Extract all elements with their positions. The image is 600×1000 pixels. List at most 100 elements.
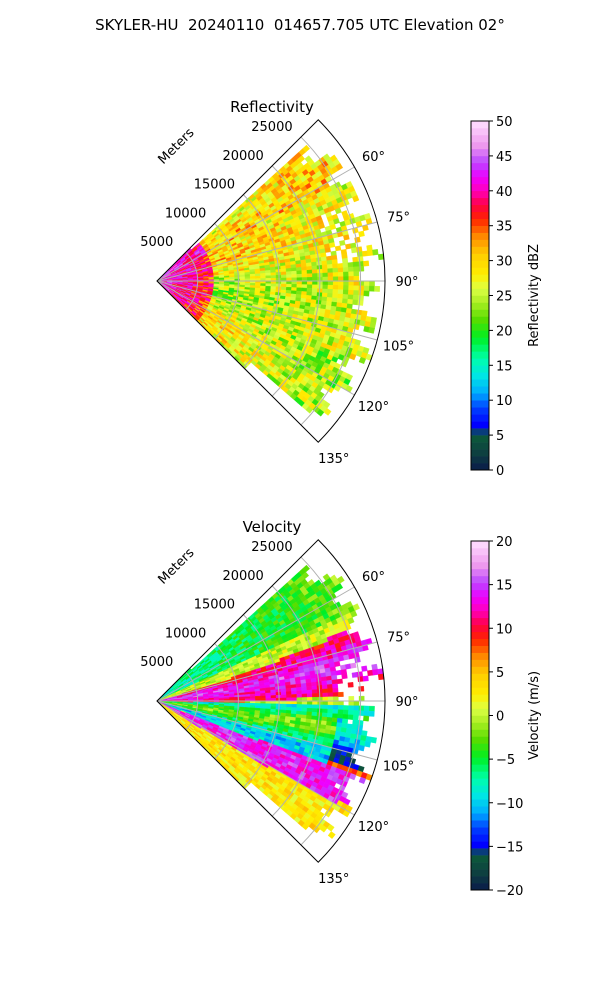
colorbar-segment — [471, 400, 489, 408]
colorbar-tick-label: 30 — [496, 255, 513, 270]
radar-cell — [336, 297, 343, 304]
radar-cell — [312, 700, 318, 706]
colorbar-tick-label: 0 — [496, 464, 504, 479]
colorbar-tick-label: 25 — [496, 290, 513, 305]
radar-cell — [291, 694, 298, 699]
colorbar-segment — [471, 330, 489, 338]
radar-cell — [306, 287, 313, 293]
radar-cell — [296, 686, 302, 692]
radar-cell — [254, 273, 261, 277]
radar-cell — [280, 706, 287, 711]
radar-cell — [332, 289, 339, 295]
radar-cell — [342, 289, 349, 295]
radar-cell — [337, 691, 344, 697]
radar-data-cells — [156, 144, 385, 417]
radar-cell — [305, 262, 313, 267]
radar-cell — [301, 707, 308, 712]
radar-cell — [312, 280, 318, 286]
radar-cell — [244, 694, 251, 698]
radar-cell — [328, 242, 336, 248]
radar-cell — [332, 280, 339, 286]
radar-cell — [311, 711, 318, 717]
reflectivity-panel: Reflectivity500010000150002000025000Mete… — [140, 98, 542, 479]
colorbar-segment — [471, 218, 489, 226]
radar-cell — [331, 679, 338, 685]
radar-cell — [326, 675, 333, 681]
radar-cell — [327, 704, 334, 710]
radar-cell — [327, 272, 334, 278]
radar-cell — [270, 692, 277, 696]
colorbar-segment — [471, 358, 489, 366]
radar-cell — [356, 251, 364, 258]
radar-cell — [270, 275, 277, 279]
radar-cell — [372, 249, 379, 256]
colorbar-segment — [471, 302, 489, 310]
colorbar-segment — [471, 421, 489, 429]
radar-cell — [367, 249, 374, 257]
radar-cell — [239, 276, 246, 280]
colorbar-segment — [471, 463, 489, 471]
radar-cell — [301, 266, 308, 271]
colorbar-segment — [471, 134, 489, 143]
colorbar-segment — [471, 386, 489, 394]
radar-cell — [368, 285, 375, 292]
radar-cell — [327, 276, 334, 282]
radar-cell — [321, 264, 328, 270]
radar-cell — [343, 234, 350, 241]
radar-cell — [321, 712, 328, 718]
radar-cell — [321, 680, 328, 686]
radar-cell — [363, 290, 370, 297]
radar-cell — [321, 292, 328, 298]
colorbar-segment — [471, 274, 489, 282]
radar-cell — [342, 267, 349, 273]
radar-cell — [312, 704, 318, 709]
radar-cell — [358, 230, 365, 238]
colorbar-segment — [471, 176, 489, 185]
radar-cell — [352, 299, 359, 306]
radar-cell — [301, 280, 308, 285]
radar-cell — [270, 695, 277, 699]
radar-cell — [348, 285, 355, 291]
colorbar-segment — [471, 197, 489, 206]
radar-cell — [337, 705, 344, 711]
colorbar-segment — [471, 316, 489, 324]
radar-cell — [358, 285, 365, 292]
radar-cell — [326, 712, 333, 718]
radar-cell — [306, 277, 313, 282]
radar-cell — [322, 700, 329, 706]
radar-cell — [327, 696, 334, 702]
radar-cell — [285, 687, 292, 693]
radar-cell — [311, 689, 318, 694]
colorbar-segment — [471, 121, 489, 129]
radar-cell — [347, 262, 354, 268]
radar-cell — [306, 707, 313, 713]
radar-cell — [342, 714, 349, 720]
radar-cell — [286, 703, 292, 708]
radar-cell — [327, 284, 334, 290]
radar-cell — [285, 271, 292, 276]
azimuth-tick-label: 75° — [387, 210, 410, 225]
radar-cell — [331, 297, 338, 303]
radar-cell — [291, 270, 298, 275]
radar-cell — [306, 693, 313, 698]
radar-cell — [363, 280, 370, 287]
radar-cell — [311, 261, 318, 267]
radar-cell — [265, 275, 272, 279]
radar-cell — [301, 270, 308, 275]
radar-cell — [333, 661, 341, 667]
radar-cell — [285, 691, 292, 696]
radar-cell — [354, 236, 361, 244]
radar-cell — [291, 690, 298, 695]
radar-cell — [290, 267, 297, 272]
radar-cell — [296, 707, 303, 712]
colorbar-segment — [471, 351, 489, 359]
radar-cell — [311, 681, 318, 687]
radar-cell — [327, 268, 334, 274]
colorbar-segment — [471, 344, 489, 352]
radar-cell — [342, 709, 349, 715]
radar-cell — [336, 717, 343, 724]
colorbar-segment — [471, 365, 489, 373]
